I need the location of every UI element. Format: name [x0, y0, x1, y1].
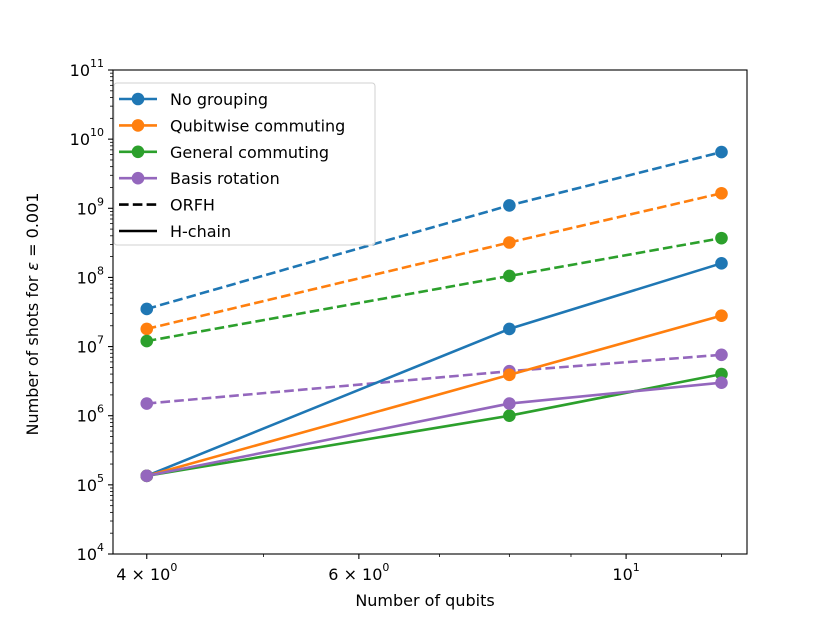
data-point: [503, 236, 516, 249]
legend-label: No grouping: [170, 90, 268, 109]
data-point: [140, 469, 154, 483]
data-point: [715, 309, 728, 322]
x-tick-label: 101: [612, 561, 639, 584]
legend-label: ORFH: [170, 196, 215, 215]
legend-entry: Qubitwise commuting: [119, 116, 345, 135]
x-axis-label: Number of qubits: [355, 591, 494, 610]
data-point: [140, 334, 154, 348]
data-point: [503, 322, 516, 336]
data-point: [715, 348, 728, 362]
data-point: [140, 397, 154, 410]
y-axis-label-suffix: = 0.001: [23, 193, 42, 262]
data-point: [715, 367, 728, 381]
series-layer: [140, 145, 728, 483]
y-axis-label-prefix: Number of shots for: [23, 271, 42, 436]
data-point: [715, 257, 728, 270]
data-point: [715, 186, 728, 200]
data-point: [715, 376, 728, 390]
y-tick-label: 106: [77, 403, 104, 426]
y-tick-label: 1010: [70, 126, 104, 149]
legend-entry: Basis rotation: [119, 169, 280, 188]
legend-entry: H-chain: [119, 222, 231, 241]
data-point: [140, 302, 154, 316]
legend-marker: [131, 92, 145, 106]
legend-label: Basis rotation: [170, 169, 280, 188]
y-tick-label: 1011: [70, 57, 104, 80]
legend-entry: ORFH: [119, 196, 215, 215]
legend-entry: General commuting: [119, 143, 329, 162]
legend-label: H-chain: [170, 222, 231, 241]
data-point: [503, 397, 516, 410]
legend-entry: No grouping: [119, 90, 268, 109]
series-7: [140, 376, 728, 483]
y-tick-label: 109: [77, 195, 104, 218]
y-tick-label: 107: [77, 334, 104, 357]
data-point: [503, 269, 516, 283]
x-tick-label: 4 × 100: [116, 561, 177, 584]
y-tick-label: 108: [77, 264, 104, 287]
legend-box: [113, 82, 376, 246]
series-1: [140, 186, 728, 336]
legend-marker: [131, 171, 145, 185]
y-tick-label: 105: [77, 472, 104, 495]
series-line: [146, 236, 722, 343]
legend-marker: [131, 119, 145, 132]
legend-marker: [131, 145, 145, 159]
series-0: [140, 145, 728, 316]
x-tick-label: 6 × 100: [328, 561, 389, 584]
legend-label: Qubitwise commuting: [170, 116, 345, 135]
legend-label: General commuting: [170, 143, 329, 162]
y-axis-label: Number of shots for ε = 0.001: [23, 193, 42, 436]
axes-layer: 104 105 106 107 108 109 1010 1011 4 × 100 6 × 100…: [70, 57, 748, 584]
data-point: [503, 199, 516, 212]
data-point: [140, 322, 154, 336]
axes-frame: [112, 69, 748, 555]
legend: No grouping Qubitwise commuting General co…: [113, 82, 376, 246]
y-axis-label-symbol: ε: [23, 262, 42, 271]
series-2: [140, 231, 728, 348]
data-point: [503, 368, 516, 382]
y-tick-label: 104: [77, 541, 104, 564]
data-point: [503, 409, 516, 423]
data-point: [715, 231, 728, 245]
data-point: [715, 145, 728, 159]
